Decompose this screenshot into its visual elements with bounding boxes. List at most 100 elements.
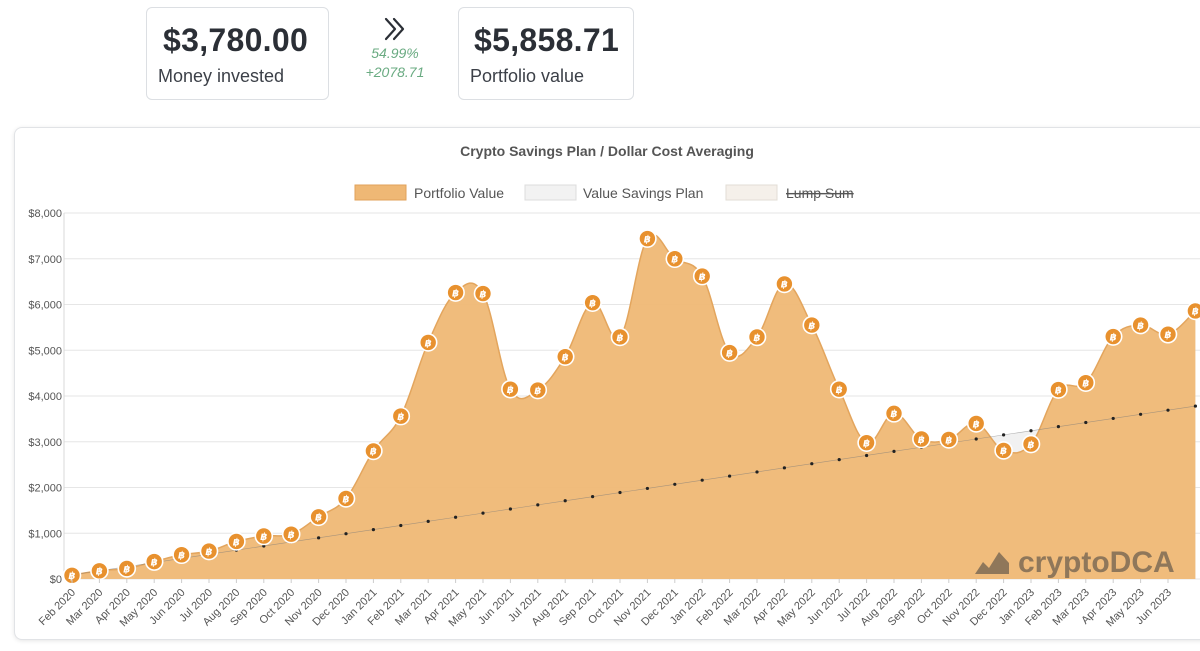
bitcoin-icon: ฿ xyxy=(452,288,459,299)
watermark-mountain-icon xyxy=(975,552,1009,574)
bitcoin-marker xyxy=(1158,324,1178,344)
savings-plan-point xyxy=(454,515,458,519)
y-tick-label: $4,000 xyxy=(28,391,62,403)
savings-plan-point xyxy=(1084,420,1088,425)
savings-plan-point xyxy=(344,532,348,536)
savings-plan-point xyxy=(1029,429,1033,433)
bitcoin-marker xyxy=(939,430,959,449)
legend-swatch-3 xyxy=(725,184,778,201)
y-tick-label: $5,000 xyxy=(28,345,62,357)
savings-plan-point xyxy=(399,523,403,528)
change-percent: 54.99% xyxy=(371,45,419,61)
bitcoin-marker xyxy=(446,283,465,302)
savings-plan-point xyxy=(591,495,595,499)
bitcoin-icon: ฿ xyxy=(945,435,952,446)
money-invested-card: $3,780.00 Money invested xyxy=(146,7,329,100)
bitcoin-icon: ฿ xyxy=(233,537,240,548)
bitcoin-icon: ฿ xyxy=(1082,379,1089,390)
bitcoin-marker xyxy=(364,441,383,461)
savings-plan-point xyxy=(892,449,896,453)
savings-plan-point xyxy=(1056,425,1060,429)
bitcoin-icon: ฿ xyxy=(1055,385,1062,396)
bitcoin-icon: ฿ xyxy=(480,289,487,300)
bitcoin-icon: ฿ xyxy=(151,557,158,568)
y-tick-label: $1,000 xyxy=(28,528,62,540)
bitcoin-marker xyxy=(610,327,630,347)
bitcoin-icon: ฿ xyxy=(1110,332,1117,343)
bitcoin-icon: ฿ xyxy=(671,255,678,266)
bitcoin-marker xyxy=(199,541,219,561)
legend-label-3: Lump Sum xyxy=(786,185,854,201)
savings-plan-point xyxy=(974,437,978,441)
y-tick-label: $8,000 xyxy=(28,208,62,220)
bitcoin-icon: ฿ xyxy=(863,438,870,449)
bitcoin-marker xyxy=(775,274,794,294)
watermark-text: cryptoDCA xyxy=(1018,546,1175,579)
bitcoin-marker xyxy=(829,379,849,399)
savings-plan-point xyxy=(755,470,759,474)
bitcoin-icon: ฿ xyxy=(781,280,788,291)
bitcoin-marker xyxy=(144,552,164,571)
bitcoin-icon: ฿ xyxy=(288,530,295,541)
bitcoin-marker xyxy=(884,404,904,423)
bitcoin-marker xyxy=(1021,434,1041,454)
bitcoin-icon: ฿ xyxy=(589,298,596,309)
bitcoin-icon: ฿ xyxy=(754,333,761,344)
bitcoin-marker xyxy=(555,347,575,366)
bitcoin-marker xyxy=(172,545,191,565)
bitcoin-icon: ฿ xyxy=(699,272,706,283)
bitcoin-marker xyxy=(994,441,1013,460)
savings-plan-point xyxy=(673,482,677,486)
bitcoin-marker xyxy=(227,532,246,551)
bitcoin-marker xyxy=(638,229,657,248)
bitcoin-marker xyxy=(857,433,876,452)
bitcoin-marker xyxy=(1049,380,1068,399)
bitcoin-icon: ฿ xyxy=(370,447,377,458)
bitcoin-icon: ฿ xyxy=(1137,321,1144,332)
bitcoin-icon: ฿ xyxy=(644,234,651,245)
bitcoin-icon: ฿ xyxy=(397,412,404,423)
savings-plan-point xyxy=(865,453,869,458)
bitcoin-marker xyxy=(583,293,602,312)
bitcoin-marker xyxy=(501,379,520,399)
savings-plan-point xyxy=(1002,433,1006,437)
bitcoin-marker xyxy=(62,566,82,585)
bitcoin-icon: ฿ xyxy=(260,532,267,543)
bitcoin-icon: ฿ xyxy=(1000,446,1007,457)
savings-plan-point xyxy=(782,466,787,470)
bitcoin-icon: ฿ xyxy=(343,494,350,505)
bitcoin-icon: ฿ xyxy=(69,571,76,582)
bitcoin-marker xyxy=(473,284,493,303)
legend-swatch-1 xyxy=(354,184,407,201)
savings-plan-point xyxy=(481,511,485,515)
savings-plan-line xyxy=(71,405,1196,576)
bitcoin-icon: ฿ xyxy=(836,385,843,396)
bitcoin-icon: ฿ xyxy=(808,321,815,332)
savings-plan-point xyxy=(1166,408,1170,412)
bitcoin-marker xyxy=(1131,315,1150,335)
bitcoin-marker xyxy=(1186,301,1200,321)
savings-plan-point xyxy=(317,536,321,540)
bitcoin-icon: ฿ xyxy=(1165,330,1172,341)
savings-plan-point xyxy=(1193,404,1197,408)
savings-plan-point xyxy=(837,457,841,462)
bitcoin-icon: ฿ xyxy=(206,547,213,558)
bitcoin-marker xyxy=(720,343,739,362)
bitcoin-marker xyxy=(254,526,274,546)
money-invested-label: Money invested xyxy=(158,66,285,86)
portfolio-value-card: $5,858.71 Portfolio value xyxy=(458,7,634,100)
bitcoin-icon: ฿ xyxy=(178,551,185,562)
portfolio-value-label: Portfolio value xyxy=(470,66,585,86)
bitcoin-icon: ฿ xyxy=(123,564,130,575)
y-tick-label: $2,000 xyxy=(28,483,62,495)
bitcoin-marker xyxy=(309,507,328,527)
bitcoin-marker xyxy=(692,266,712,286)
savings-plan-point xyxy=(371,527,375,532)
y-tick-label: $0 xyxy=(50,574,62,586)
bitcoin-marker xyxy=(1076,373,1096,393)
bitcoin-icon: ฿ xyxy=(507,385,514,396)
bitcoin-icon: ฿ xyxy=(534,386,541,397)
bitcoin-marker xyxy=(802,315,822,335)
chart-title: Crypto Savings Plan / Dollar Cost Averag… xyxy=(460,143,754,159)
